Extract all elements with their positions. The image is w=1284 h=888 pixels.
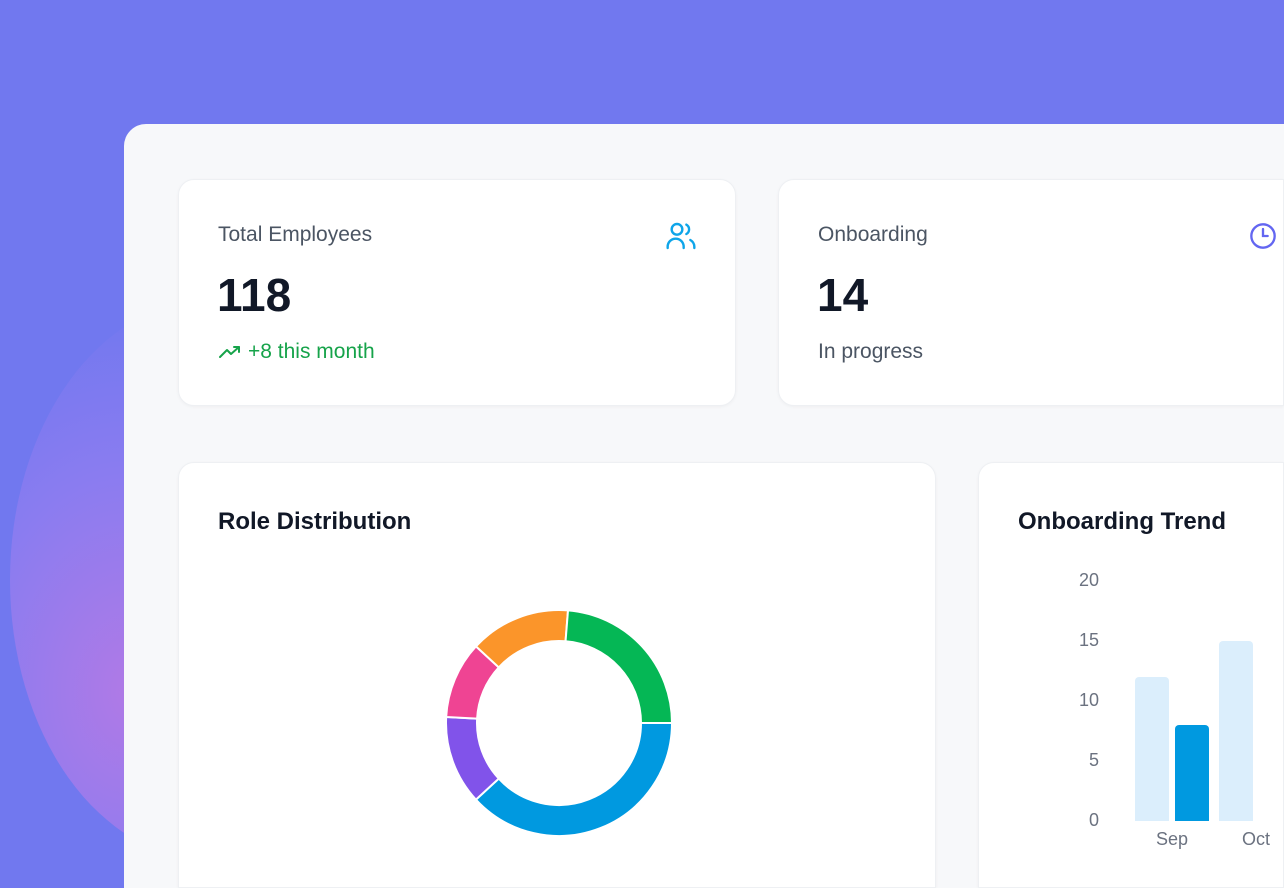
bar-chart: 0 5 10 15 20 Sep Oct	[979, 463, 1279, 883]
card-title: Role Distribution	[218, 508, 412, 535]
x-tick-label: Sep	[1155, 829, 1189, 849]
y-tick-label: 20	[1078, 570, 1099, 590]
y-tick-label: 5	[1088, 750, 1099, 770]
donut-slice[interactable]	[564, 609, 674, 724]
bar[interactable]	[1175, 725, 1209, 821]
stat-card-total-employees: Total Employees 118 +8 this month	[178, 179, 736, 406]
stat-trend: +8 this month	[218, 340, 375, 364]
stat-label: Onboarding	[818, 223, 928, 246]
stat-sub-text: +8 this month	[248, 340, 375, 363]
onboarding-trend-card: Onboarding Trend 0 5 10 15 20 Sep Oct	[978, 462, 1284, 888]
card-title: Onboarding Trend	[1018, 508, 1226, 535]
donut-slice[interactable]	[474, 609, 570, 669]
stat-sub-text: In progress	[818, 340, 924, 363]
stat-label: Total Employees	[218, 223, 373, 246]
clock-icon	[1250, 223, 1276, 249]
dashboard-panel: Total Employees 118 +8 this month Onboar…	[124, 124, 1284, 888]
stat-value: 14	[817, 269, 869, 321]
bar[interactable]	[1219, 641, 1253, 821]
trending-up-icon	[219, 346, 240, 358]
y-tick-label: 0	[1088, 810, 1099, 830]
donut-slice[interactable]	[445, 715, 501, 802]
y-tick-label: 10	[1078, 690, 1099, 710]
role-distribution-card: Role Distribution	[178, 462, 936, 888]
users-icon	[666, 222, 696, 250]
y-tick-label: 15	[1078, 630, 1099, 650]
x-tick-label: Oct	[1241, 829, 1270, 849]
donut-slice[interactable]	[474, 722, 674, 837]
stat-value: 118	[217, 269, 292, 321]
stat-card-onboarding: Onboarding 14 In progress	[778, 179, 1284, 406]
bar[interactable]	[1135, 677, 1169, 821]
donut-chart	[445, 609, 674, 837]
